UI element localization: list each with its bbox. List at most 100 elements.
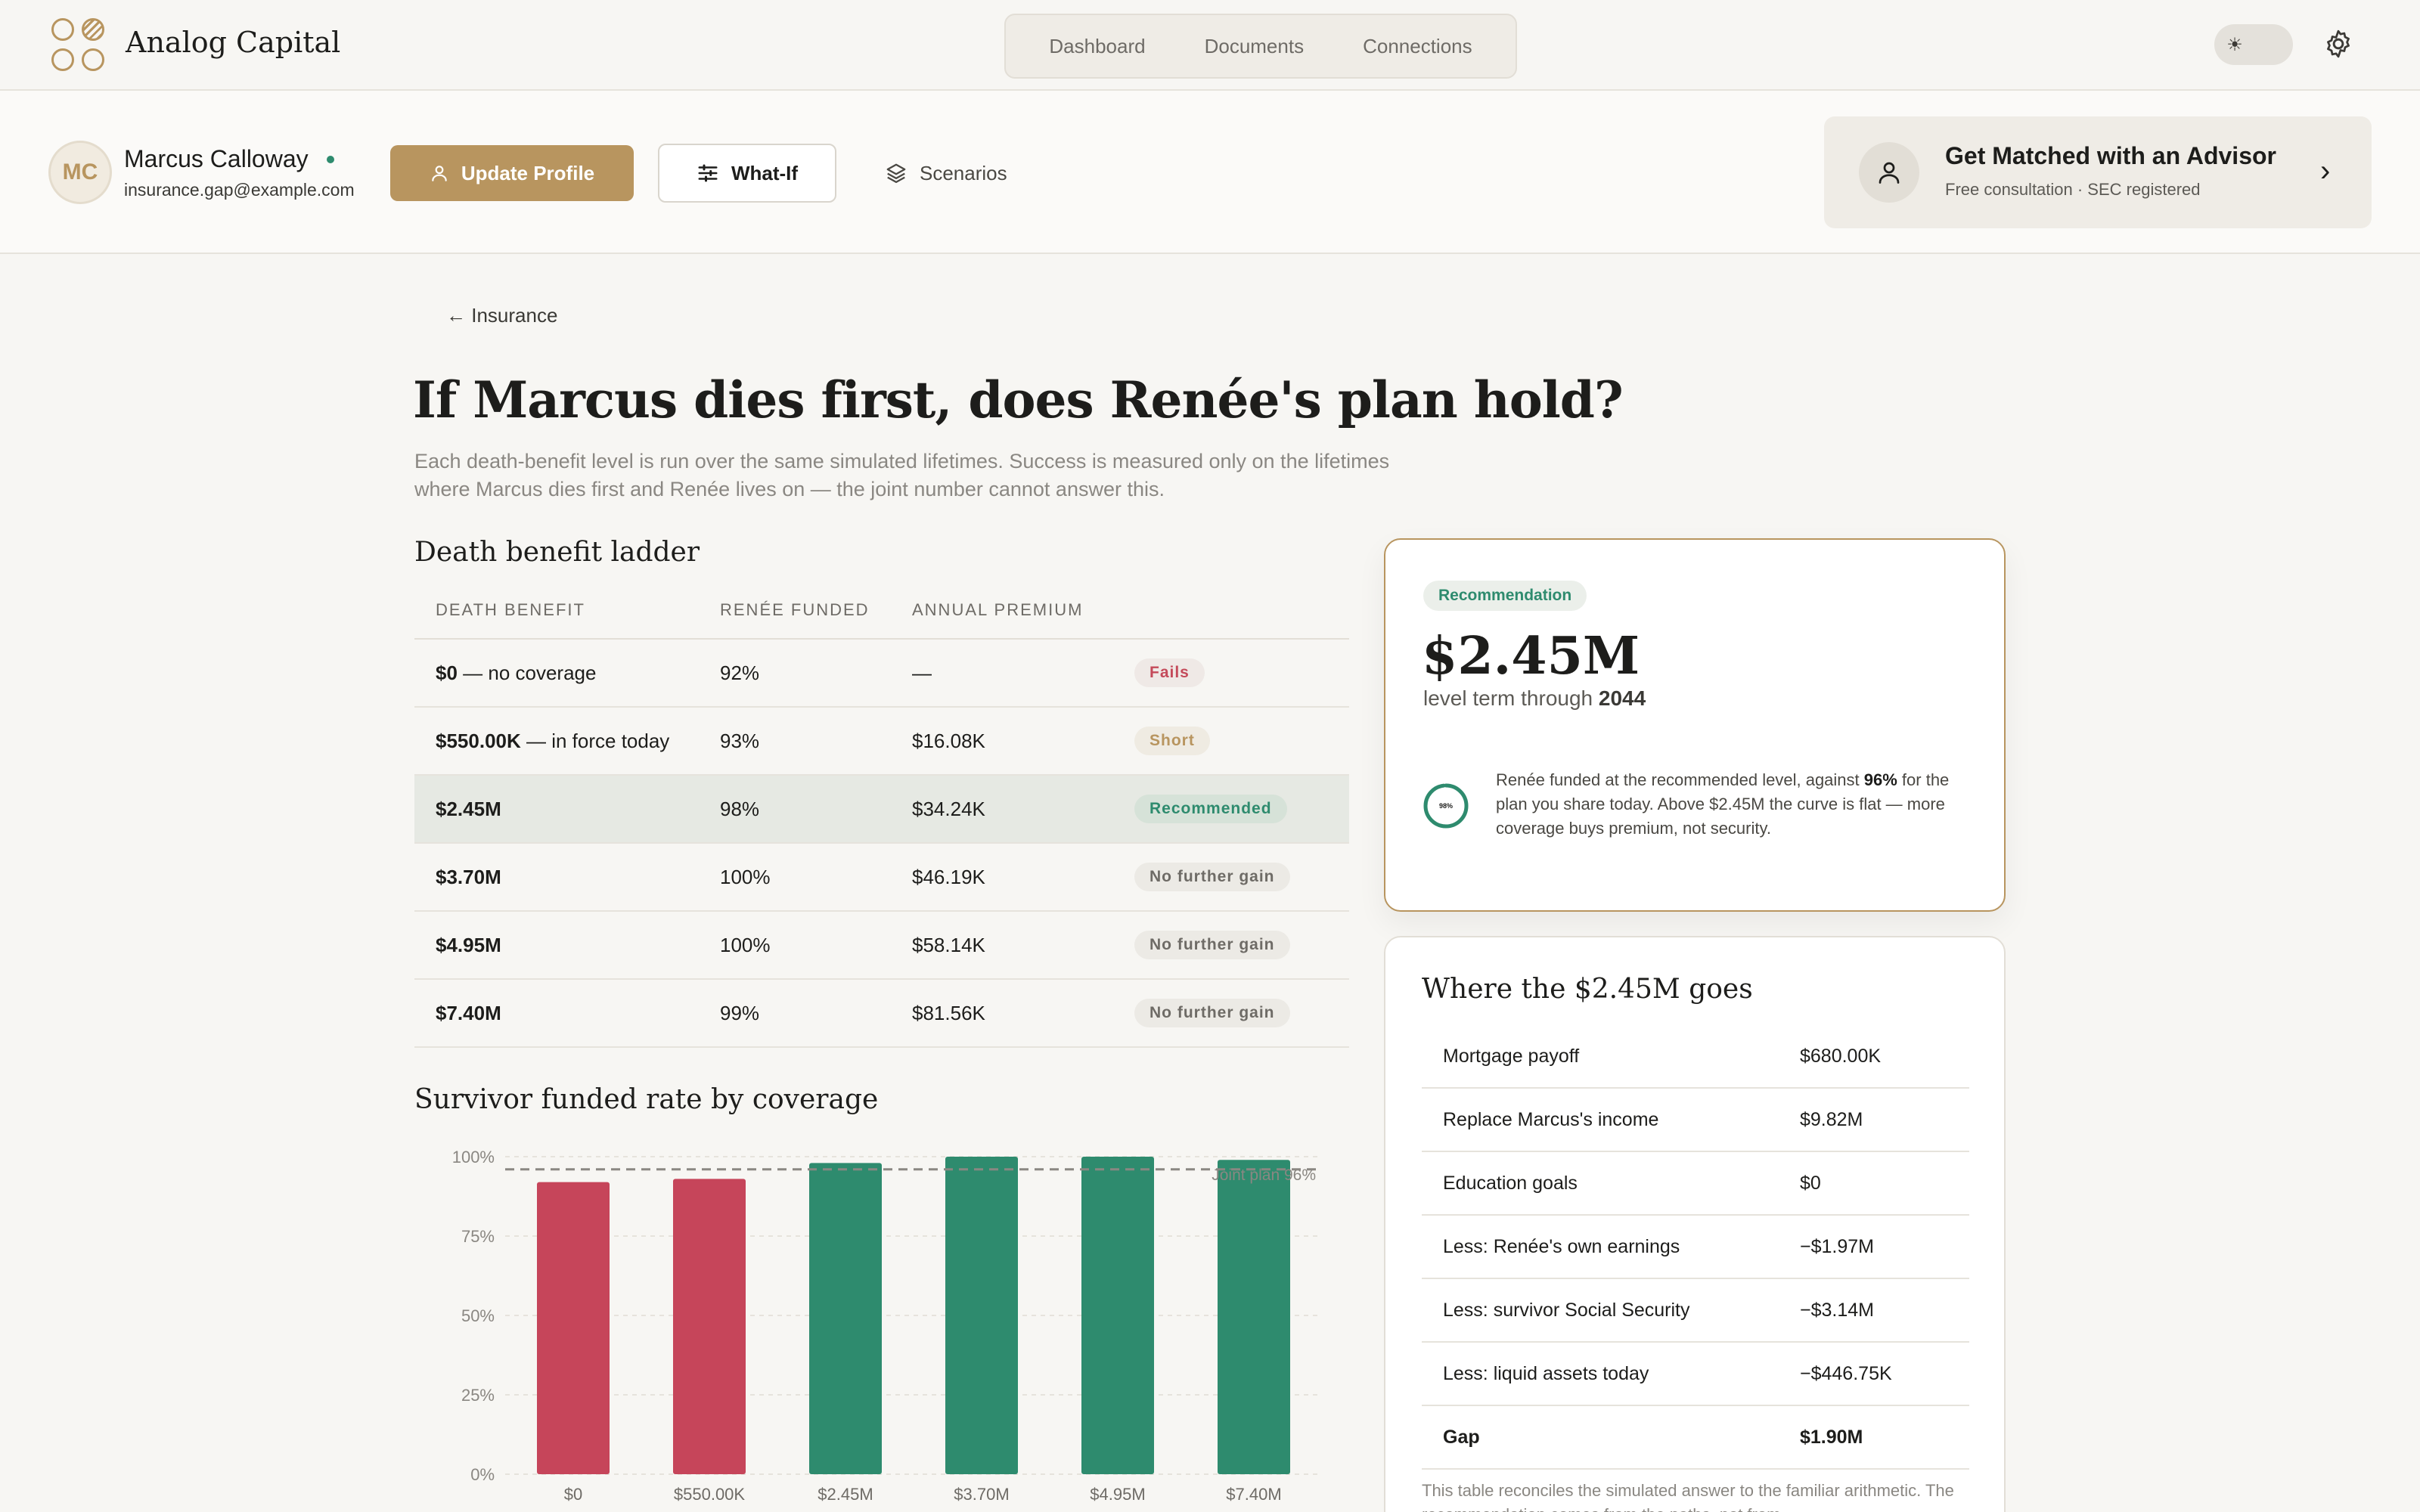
benefit-amount: $7.40M — [436, 1001, 501, 1024]
gear-icon[interactable] — [2322, 27, 2355, 60]
funded-cell: 98% — [720, 797, 760, 820]
table-row[interactable]: $3.70M 100% $46.19K No further gain — [414, 844, 1349, 912]
profile-bar: MC Marcus Calloway insurance.gap@example… — [0, 91, 2420, 254]
funded-cell: 100% — [720, 865, 771, 888]
breakdown-label: Less: liquid assets today — [1443, 1362, 1649, 1384]
benefit-amount: $3.70M — [436, 865, 501, 888]
bar — [1081, 1157, 1154, 1474]
logo-icon — [51, 18, 107, 74]
premium-cell: $34.24K — [912, 797, 985, 820]
what-if-label: What-If — [731, 161, 799, 184]
funded-cell: 99% — [720, 1001, 760, 1024]
benefit-note: — no coverage — [457, 661, 597, 684]
breakdown-row: Replace Marcus's income $9.82M — [1422, 1089, 1969, 1152]
benefit-amount: $0 — [436, 661, 458, 684]
nav-documents[interactable]: Documents — [1204, 34, 1305, 57]
funded-cell: 100% — [720, 933, 771, 956]
benefit-amount: $2.45M — [436, 797, 501, 820]
table-header: DEATH BENEFIT RENÉE FUNDED ANNUAL PREMIU… — [414, 582, 1349, 640]
col-death-benefit: DEATH BENEFIT — [436, 600, 585, 619]
breakdown-label: Replace Marcus's income — [1443, 1108, 1659, 1130]
breakdown-value: −$3.14M — [1800, 1299, 1874, 1321]
table-row[interactable]: $0 — no coverage 92% — Fails — [414, 640, 1349, 708]
premium-cell: $16.08K — [912, 729, 985, 752]
chart-title: Survivor funded rate by coverage — [414, 1084, 879, 1115]
update-profile-label: Update Profile — [461, 161, 595, 184]
note-prefix: Renée funded at the recommended level, a… — [1496, 770, 1864, 789]
y-tick-label: 50% — [461, 1306, 495, 1325]
breakdown-table: Mortgage payoff $680.00K Replace Marcus's … — [1422, 1025, 1969, 1470]
x-tick-label: $4.95M — [1090, 1485, 1145, 1504]
back-label: Insurance — [471, 304, 558, 327]
funded-rate-chart: 0% 25% 50% 75% 100% $0 $550.00K $2.45M $3.70M $4.… — [414, 1134, 1349, 1512]
profile-name: Marcus Calloway — [124, 145, 309, 172]
breakdown-value: −$446.75K — [1800, 1362, 1892, 1384]
nav-connections[interactable]: Connections — [1363, 34, 1472, 57]
breakdown-row: Less: Renée's own earnings −$1.97M — [1422, 1216, 1969, 1279]
scenarios-label: Scenarios — [920, 161, 1007, 184]
breakdown-card: Where the $2.45M goes Mortgage payoff $68… — [1384, 936, 2006, 1512]
y-tick-label: 0% — [470, 1465, 495, 1484]
recommendation-note: Renée funded at the recommended level, a… — [1496, 768, 1972, 841]
benefit-amount: $4.95M — [436, 933, 501, 956]
ladder-title: Death benefit ladder — [414, 537, 700, 568]
back-link[interactable]: ← Insurance — [446, 304, 557, 327]
breakdown-label: Education goals — [1443, 1172, 1578, 1194]
y-tick-label: 75% — [461, 1227, 495, 1246]
theme-toggle[interactable]: ☀ — [2214, 24, 2293, 65]
benefit-note: — in force today — [520, 729, 670, 752]
benefit-cell: $3.70M — [414, 866, 720, 889]
breakdown-label: Less: Renée's own earnings — [1443, 1235, 1680, 1257]
table-row[interactable]: $4.95M 100% $58.14K No further gain — [414, 912, 1349, 980]
avatar[interactable]: MC — [48, 141, 112, 204]
gap-total-row: Gap $1.90M — [1422, 1406, 1969, 1470]
benefit-amount: $550.00K — [436, 729, 521, 752]
benefit-cell: $550.00K — in force today — [414, 730, 720, 753]
benefit-cell: $7.40M — [414, 1002, 720, 1025]
status-badge: No further gain — [1134, 931, 1290, 959]
what-if-button[interactable]: What-If — [658, 144, 836, 203]
benefit-cell: $2.45M — [414, 798, 720, 821]
page-lede: Each death-benefit level is run over the… — [414, 450, 1390, 500]
term-prefix: level term through — [1423, 686, 1599, 710]
breakdown-value: $680.00K — [1800, 1045, 1882, 1067]
recommendation-card: Recommendation $2.45M level term through… — [1384, 538, 2006, 912]
recommended-term: level term through 2044 — [1423, 686, 1646, 711]
bar — [809, 1163, 882, 1474]
breakdown-label: Gap — [1443, 1426, 1480, 1448]
status-badge: Short — [1134, 727, 1210, 755]
page-title: If Marcus dies first, does Renée's plan … — [413, 370, 1624, 429]
table-row[interactable]: $550.00K — in force today 93% $16.08K Short — [414, 708, 1349, 776]
premium-cell: $81.56K — [912, 1001, 985, 1024]
brand-name[interactable]: Analog Capital — [126, 26, 341, 59]
profile-email: insurance.gap@example.com — [124, 180, 355, 200]
sliders-icon — [698, 164, 718, 182]
status-badge: Recommended — [1134, 795, 1287, 823]
advisor-match-card[interactable]: Get Matched with an Advisor Free consult… — [1824, 116, 2372, 228]
advisor-subtitle: Free consultation · SEC registered — [1945, 180, 2201, 199]
nav-dashboard[interactable]: Dashboard — [1049, 34, 1146, 57]
breakdown-value: $1.90M — [1800, 1426, 1863, 1448]
breakdown-title: Where the $2.45M goes — [1422, 974, 1753, 1005]
bar — [1218, 1160, 1290, 1474]
sun-icon: ☀ — [2226, 34, 2243, 55]
funded-ring: 98% — [1423, 783, 1469, 829]
status-badge: No further gain — [1134, 863, 1290, 891]
table-row[interactable]: $7.40M 99% $81.56K No further gain — [414, 980, 1349, 1048]
x-tick-label: $0 — [564, 1485, 582, 1504]
arrow-left-icon: ← — [446, 304, 472, 327]
recommendation-badge: Recommendation — [1423, 581, 1587, 611]
breakdown-value: $9.82M — [1800, 1108, 1863, 1130]
scenarios-button[interactable]: Scenarios — [885, 145, 1007, 201]
premium-cell: — — [912, 661, 932, 684]
update-profile-button[interactable]: Update Profile — [390, 145, 634, 201]
x-tick-label: $2.45M — [818, 1485, 873, 1504]
funded-cell: 93% — [720, 729, 760, 752]
main-nav: Dashboard Documents Connections — [1004, 14, 1517, 79]
breakdown-label: Mortgage payoff — [1443, 1045, 1580, 1067]
breakdown-value: $0 — [1800, 1172, 1821, 1194]
online-status-dot — [327, 156, 334, 163]
note-joint-rate: 96% — [1863, 770, 1897, 789]
table-row[interactable]: $2.45M 98% $34.24K Recommended — [414, 776, 1349, 844]
col-annual-premium: ANNUAL PREMIUM — [912, 600, 1084, 619]
